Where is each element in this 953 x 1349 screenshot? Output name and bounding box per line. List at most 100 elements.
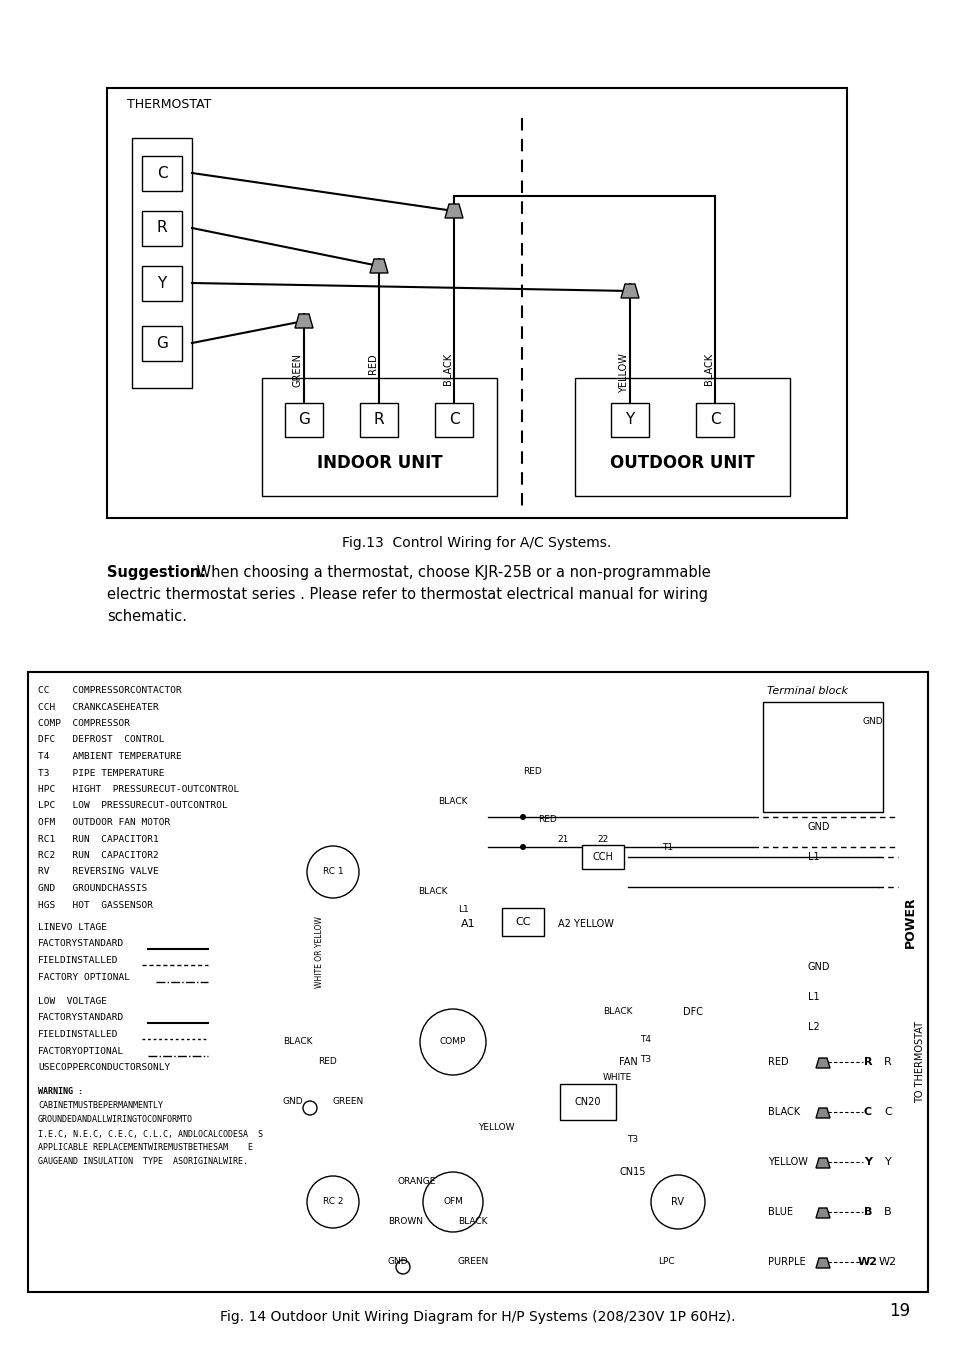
Text: BLACK: BLACK xyxy=(283,1037,313,1047)
Bar xyxy=(142,266,182,301)
Text: WARNING :: WARNING : xyxy=(38,1087,83,1097)
Text: FACTORYSTANDARD: FACTORYSTANDARD xyxy=(38,1013,124,1023)
Text: L1: L1 xyxy=(807,992,819,1002)
Text: 22: 22 xyxy=(597,835,608,844)
Bar xyxy=(575,378,789,496)
Text: GREEN: GREEN xyxy=(333,1098,364,1106)
Text: GND   GROUNDCHASSIS: GND GROUNDCHASSIS xyxy=(38,884,147,893)
Text: LINEVO LTAGE: LINEVO LTAGE xyxy=(38,923,107,932)
Polygon shape xyxy=(444,204,462,219)
Text: OUTDOOR UNIT: OUTDOOR UNIT xyxy=(610,455,754,472)
Text: Suggestion:: Suggestion: xyxy=(107,565,206,580)
Text: GREEN: GREEN xyxy=(293,353,303,387)
Text: C: C xyxy=(863,1108,871,1117)
Text: BLACK: BLACK xyxy=(437,797,467,807)
Text: YELLOW: YELLOW xyxy=(618,353,628,393)
Text: BLUE: BLUE xyxy=(767,1207,792,1217)
Bar xyxy=(359,403,397,437)
Text: R: R xyxy=(156,220,167,236)
Bar xyxy=(142,155,182,190)
Text: RED: RED xyxy=(522,768,541,777)
Text: GAUGEAND INSULATION  TYPE  ASORIGINALWIRE.: GAUGEAND INSULATION TYPE ASORIGINALWIRE. xyxy=(38,1157,248,1167)
Text: GND: GND xyxy=(388,1257,408,1267)
Text: PURPLE: PURPLE xyxy=(767,1257,804,1267)
Text: BROWN: BROWN xyxy=(388,1218,422,1226)
Polygon shape xyxy=(294,314,313,328)
Text: FIELDINSTALLED: FIELDINSTALLED xyxy=(38,1031,118,1039)
Polygon shape xyxy=(815,1108,829,1118)
Text: BLACK: BLACK xyxy=(602,1008,632,1017)
Text: Y: Y xyxy=(863,1157,871,1167)
Text: GROUNDEDANDALLWIRINGTOCONFORMTO: GROUNDEDANDALLWIRINGTOCONFORMTO xyxy=(38,1116,193,1125)
Text: HGS   HOT  GASSENSOR: HGS HOT GASSENSOR xyxy=(38,901,152,909)
Text: RC 1: RC 1 xyxy=(322,867,343,877)
Text: YELLOW: YELLOW xyxy=(477,1122,514,1132)
Text: FIELDINSTALLED: FIELDINSTALLED xyxy=(38,956,118,965)
Text: COMP: COMP xyxy=(439,1037,466,1047)
Text: T3    PIPE TEMPERATURE: T3 PIPE TEMPERATURE xyxy=(38,769,164,777)
Text: DFC   DEFROST  CONTROL: DFC DEFROST CONTROL xyxy=(38,735,164,745)
Polygon shape xyxy=(815,1207,829,1218)
Text: G: G xyxy=(297,413,310,428)
Text: BLACK: BLACK xyxy=(457,1218,487,1226)
Text: Terminal block: Terminal block xyxy=(767,687,847,696)
Text: Fig. 14 Outdoor Unit Wiring Diagram for H/P Systems (208/230V 1P 60Hz).: Fig. 14 Outdoor Unit Wiring Diagram for … xyxy=(220,1310,735,1323)
Text: T3: T3 xyxy=(639,1055,651,1064)
Text: CC    COMPRESSORCONTACTOR: CC COMPRESSORCONTACTOR xyxy=(38,687,182,695)
Text: CN15: CN15 xyxy=(619,1167,645,1176)
Text: FAN: FAN xyxy=(618,1058,637,1067)
Text: R: R xyxy=(862,1058,871,1067)
Text: OFM: OFM xyxy=(442,1198,462,1206)
Text: Fig.13  Control Wiring for A/C Systems.: Fig.13 Control Wiring for A/C Systems. xyxy=(342,536,611,550)
Text: T1: T1 xyxy=(661,843,673,851)
Text: R: R xyxy=(883,1058,891,1067)
Bar xyxy=(501,908,543,936)
Text: OFM   OUTDOOR FAN MOTOR: OFM OUTDOOR FAN MOTOR xyxy=(38,817,170,827)
Bar xyxy=(107,88,846,518)
Text: T4    AMBIENT TEMPERATURE: T4 AMBIENT TEMPERATURE xyxy=(38,751,182,761)
Polygon shape xyxy=(620,285,639,298)
Text: B: B xyxy=(883,1207,891,1217)
Bar xyxy=(696,403,733,437)
Circle shape xyxy=(519,813,525,820)
Text: GREEN: GREEN xyxy=(457,1257,489,1267)
Text: ORANGE: ORANGE xyxy=(397,1178,436,1187)
Text: FACTORYOPTIONAL: FACTORYOPTIONAL xyxy=(38,1047,124,1055)
Text: T3: T3 xyxy=(627,1135,638,1144)
Bar xyxy=(142,210,182,246)
Text: L2: L2 xyxy=(807,1023,819,1032)
Text: L1: L1 xyxy=(457,905,468,915)
Bar xyxy=(610,403,648,437)
Text: C: C xyxy=(883,1108,891,1117)
Text: CCH   CRANKCASEHEATER: CCH CRANKCASEHEATER xyxy=(38,703,158,711)
Text: C: C xyxy=(156,166,167,181)
Polygon shape xyxy=(370,259,388,272)
Text: LOW  VOLTAGE: LOW VOLTAGE xyxy=(38,997,107,1006)
Bar xyxy=(559,1085,616,1120)
Text: CC: CC xyxy=(515,917,530,927)
Polygon shape xyxy=(815,1259,829,1268)
Circle shape xyxy=(519,844,525,850)
Text: GND: GND xyxy=(807,962,830,973)
Text: I.E.C, N.E.C, C.E.C, C.L.C, ANDLOCALCODESA  S: I.E.C, N.E.C, C.E.C, C.L.C, ANDLOCALCODE… xyxy=(38,1129,263,1139)
Bar xyxy=(581,844,623,869)
Text: RED: RED xyxy=(537,816,557,824)
Text: electric thermostat series . Please refer to thermostat electrical manual for wi: electric thermostat series . Please refe… xyxy=(107,587,707,602)
Text: Y: Y xyxy=(625,413,634,428)
Bar xyxy=(262,378,497,496)
Polygon shape xyxy=(815,1058,829,1068)
Text: R: R xyxy=(374,413,384,428)
Text: LPC   LOW  PRESSURECUT-OUTCONTROL: LPC LOW PRESSURECUT-OUTCONTROL xyxy=(38,801,228,811)
Bar xyxy=(28,672,927,1292)
Text: A1: A1 xyxy=(460,919,475,929)
Text: RC1   RUN  CAPACITOR1: RC1 RUN CAPACITOR1 xyxy=(38,835,158,843)
Bar xyxy=(285,403,323,437)
Text: 19: 19 xyxy=(888,1302,909,1321)
Text: DFC: DFC xyxy=(682,1006,702,1017)
Text: BLACK: BLACK xyxy=(767,1108,800,1117)
Text: HPC   HIGHT  PRESSURECUT-OUTCONTROL: HPC HIGHT PRESSURECUT-OUTCONTROL xyxy=(38,785,239,795)
Bar xyxy=(142,325,182,360)
Text: C: C xyxy=(448,413,458,428)
Text: BLACK: BLACK xyxy=(703,353,713,384)
Text: WHITE OR YELLOW: WHITE OR YELLOW xyxy=(315,916,324,987)
